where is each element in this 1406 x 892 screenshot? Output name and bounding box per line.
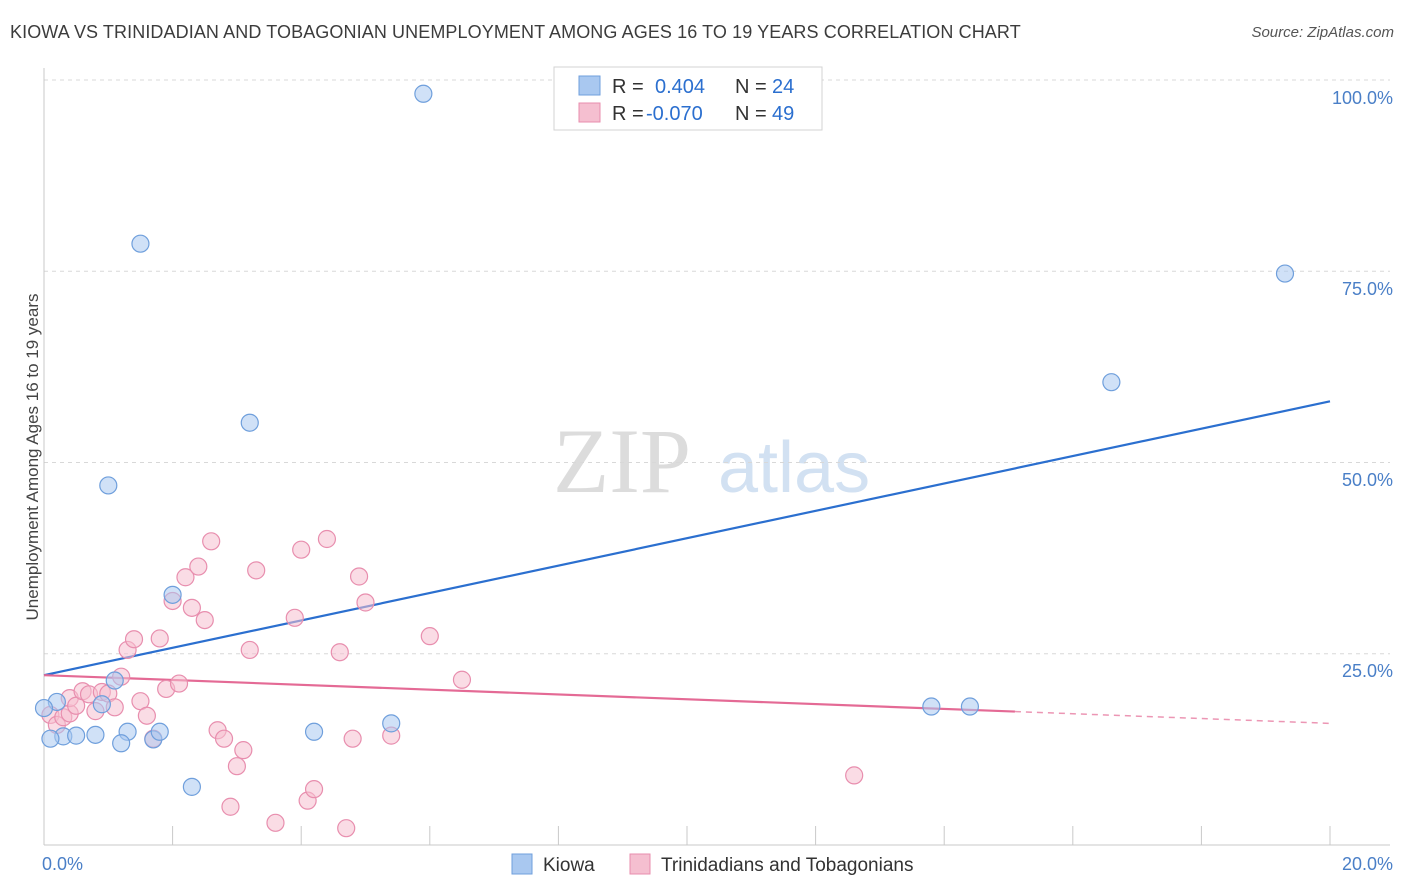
kiowa-point — [99, 476, 118, 495]
trini-point — [356, 593, 375, 612]
trini-point — [247, 561, 266, 580]
kiowa-point — [240, 413, 259, 432]
legend-r-label-kiowa: R = — [612, 76, 644, 98]
kiowa-point — [414, 84, 433, 103]
top-legend: R = 0.404 N = 24 R = -0.070 N = 49 — [553, 66, 823, 131]
kiowa-point — [92, 695, 111, 714]
trend-line-dashed-trini — [1014, 710, 1331, 725]
trini-point — [195, 610, 214, 630]
chart-title: KIOWA VS TRINIDADIAN AND TOBAGONIAN UNEM… — [10, 22, 1021, 42]
kiowa-point — [67, 726, 86, 745]
kiowa-point — [41, 729, 60, 748]
kiowa-point — [1275, 264, 1295, 283]
x-tick-label-min: 0.0% — [42, 854, 83, 874]
bottom-legend-label-trini: Trinidadians and Tobagonians — [661, 855, 913, 876]
legend-r-label-trini: R = — [612, 103, 644, 125]
trini-point — [124, 630, 144, 649]
kiowa-point — [182, 777, 201, 796]
kiowa-point — [34, 698, 54, 718]
y-axis-label: Unemployment Among Ages 16 to 19 years — [23, 294, 42, 621]
trend-line-kiowa — [43, 400, 1331, 677]
trini-point — [304, 780, 324, 799]
legend-n-value-kiowa: 24 — [772, 76, 794, 98]
trini-point — [845, 766, 864, 785]
trini-point — [285, 608, 304, 627]
trini-point — [234, 741, 253, 760]
trini-point — [176, 568, 195, 587]
trini-point — [150, 629, 169, 648]
source-label: Source: ZipAtlas.com — [1251, 24, 1394, 41]
kiowa-point — [105, 671, 124, 690]
trini-point — [169, 674, 189, 693]
trini-point — [214, 729, 234, 748]
x-tick-label-max: 20.0% — [1342, 854, 1393, 874]
watermark-zip: ZIP — [553, 410, 691, 512]
trini-point — [240, 640, 259, 660]
legend-r-value-kiowa: 0.404 — [655, 76, 705, 98]
legend-n-label-kiowa: N = — [735, 76, 767, 98]
trini-point — [227, 757, 246, 776]
trini-point — [266, 813, 285, 832]
trini-point — [292, 540, 311, 559]
y-tick-labels: 100.0% 75.0% 50.0% 25.0% — [1332, 88, 1393, 681]
kiowa-point — [304, 722, 324, 741]
trini-point — [343, 729, 362, 748]
trend-lines — [43, 400, 1331, 725]
legend-swatch-kiowa — [578, 75, 601, 96]
y-tick-label: 50.0% — [1342, 470, 1393, 490]
trend-line-trini — [43, 674, 1015, 713]
kiowa-point — [86, 725, 105, 744]
kiowa-point — [1102, 373, 1121, 392]
kiowa-point — [131, 234, 150, 253]
trini-point — [137, 706, 156, 725]
y-tick-label: 25.0% — [1342, 661, 1393, 681]
kiowa-point — [112, 734, 131, 753]
legend-n-label-trini: N = — [735, 103, 767, 125]
trini-point — [317, 529, 337, 549]
trini-point — [452, 670, 472, 689]
bottom-legend-swatch-kiowa — [511, 853, 533, 875]
trini-point — [202, 532, 221, 551]
trini-point — [221, 797, 240, 816]
data-points — [34, 84, 1295, 838]
legend-r-value-trini: -0.070 — [646, 103, 703, 125]
gridlines — [44, 79, 1390, 655]
bottom-legend-label-kiowa: Kiowa — [543, 855, 595, 876]
legend-swatch-trini — [578, 102, 601, 123]
bottom-legend-swatch-trini — [629, 853, 651, 875]
kiowa-point — [150, 722, 169, 741]
bottom-legend: Kiowa Trinidadians and Tobagonians — [511, 853, 913, 876]
watermark-atlas: atlas — [718, 428, 870, 508]
trini-point — [349, 567, 369, 586]
kiowa-point — [960, 697, 980, 716]
trini-point — [337, 819, 356, 838]
legend-n-value-trini: 49 — [772, 103, 794, 125]
kiowa-point — [922, 697, 941, 716]
kiowa-point — [163, 585, 182, 604]
trini-point — [330, 643, 349, 662]
y-tick-label: 100.0% — [1332, 88, 1393, 108]
x-tick-marks — [172, 826, 1331, 845]
y-tick-label: 75.0% — [1342, 279, 1393, 299]
trini-point — [189, 557, 208, 576]
kiowa-point — [382, 714, 401, 733]
trini-point — [420, 627, 439, 646]
trini-point — [182, 598, 201, 617]
